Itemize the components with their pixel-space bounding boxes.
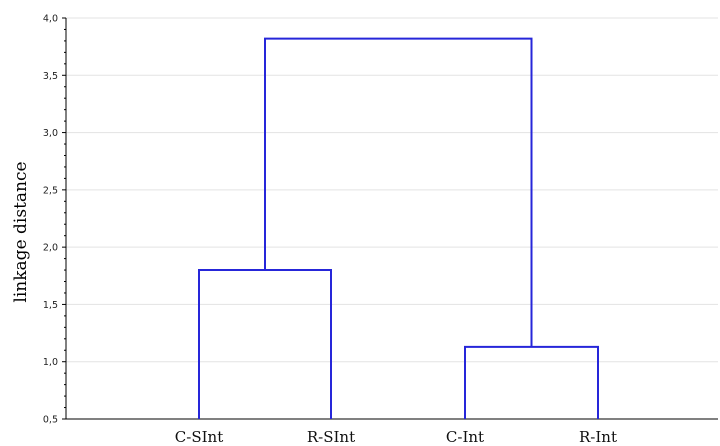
y-axis <box>62 17 718 420</box>
leaf-label-r-int: R-Int <box>579 428 617 446</box>
grid-lines <box>66 17 718 363</box>
y-tick-label: 1,5 <box>43 300 58 311</box>
y-tick-label: 2,5 <box>43 185 58 196</box>
dendrogram-links <box>198 37 599 419</box>
dendrogram-link-2 <box>464 345 599 419</box>
dendrogram-link-1 <box>198 269 332 419</box>
y-axis-label: linkage distance <box>11 161 31 302</box>
leaf-label-c-int: C-Int <box>446 428 484 446</box>
y-tick-label: 4,0 <box>43 14 58 25</box>
leaf-label-r-sint: R-SInt <box>307 428 355 446</box>
leaf-labels: C-SInt R-SInt C-Int R-Int <box>175 428 617 446</box>
y-tick-label: 0,5 <box>43 415 58 426</box>
y-tick-label: 1,0 <box>43 357 58 368</box>
y-tick-labels: 0,5 1,0 1,5 2,0 2,5 3,0 3,5 4,0 <box>43 14 58 426</box>
y-tick-label: 2,0 <box>43 243 58 254</box>
leaf-label-c-sint: C-SInt <box>175 428 223 446</box>
y-tick-label: 3,5 <box>43 71 58 82</box>
y-tick-label: 3,0 <box>43 128 58 139</box>
dendrogram-link-3 <box>264 37 533 347</box>
